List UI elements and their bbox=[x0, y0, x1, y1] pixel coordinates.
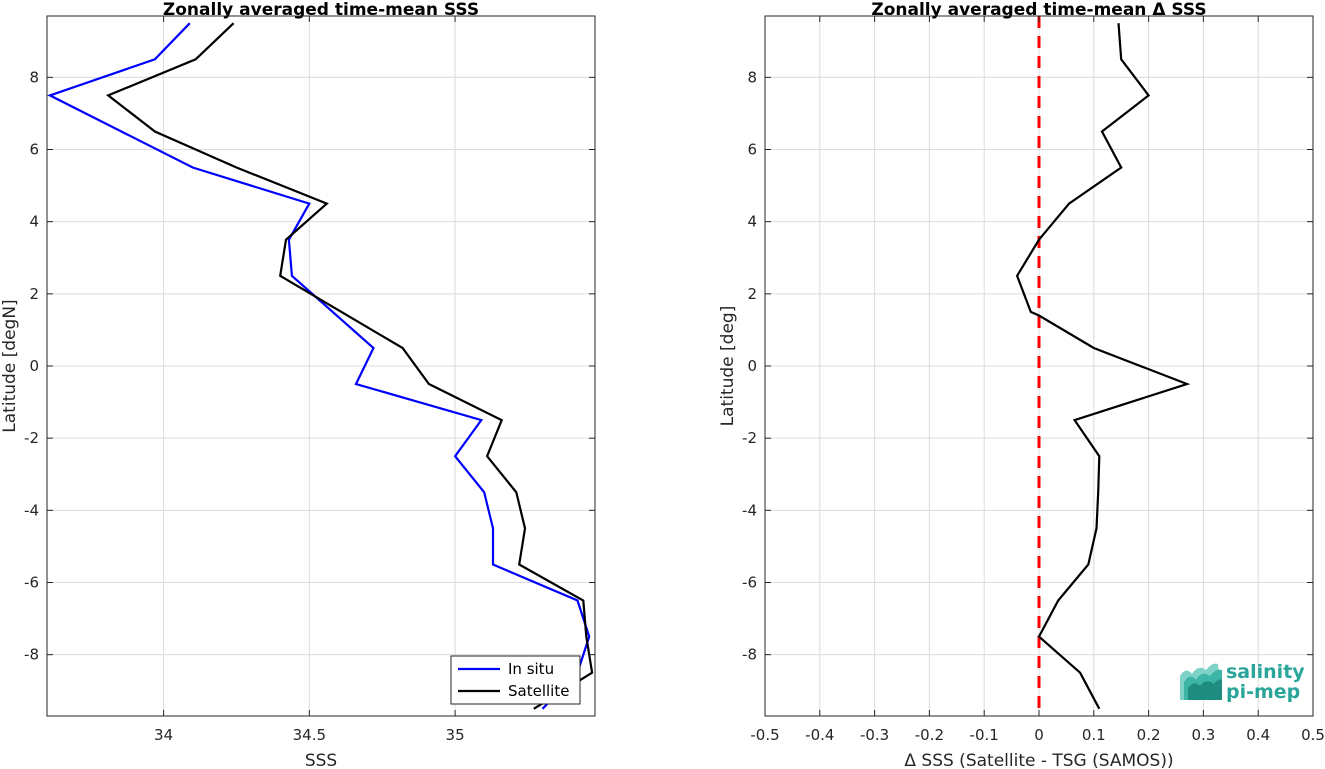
chart-delta-sss-xtick-label-10: 0.5 bbox=[1301, 726, 1325, 744]
chart-delta-sss-xtick-label-1: -0.4 bbox=[805, 726, 834, 744]
chart-delta-sss-ytick-label-3: -2 bbox=[742, 429, 757, 447]
chart-sss-series bbox=[47, 22, 594, 710]
chart-delta-sss-xtick-label-8: 0.3 bbox=[1191, 726, 1215, 744]
chart-sss-ticks: 34 34.5 35 -8 -6 -4 -2 0 2 4 6 8 bbox=[24, 16, 595, 744]
chart-delta-sss-ytick-label-0: -8 bbox=[742, 646, 757, 664]
chart-delta-sss-ytick-label-1: -6 bbox=[742, 573, 757, 591]
chart-delta-sss-series-line-0 bbox=[1015, 23, 1191, 710]
legend-label-0: In situ bbox=[508, 660, 554, 678]
legend-box bbox=[450, 655, 581, 705]
salinity-pi-mep-logo: salinity pi-mep bbox=[1180, 661, 1305, 703]
chart-sss-xtick-label-1: 34.5 bbox=[293, 726, 326, 744]
chart-sss-ytick-label-6: 4 bbox=[29, 213, 39, 231]
wave-logo-icon bbox=[1180, 663, 1222, 700]
chart-sss-title: Zonally averaged time-mean SSS bbox=[163, 0, 479, 20]
chart-sss: Zonally averaged time-mean SSS 34 34.5 35 -… bbox=[0, 0, 596, 769]
chart-delta-sss-ticks: -0.5 -0.4 -0.3 -0.2 -0.1 0 0.1 0.2 0.3 0.4 0.5 -8 -6… bbox=[742, 16, 1325, 744]
chart-sss-ytick-label-5: 2 bbox=[29, 285, 39, 303]
chart-delta-sss-xtick-label-0: -0.5 bbox=[750, 726, 779, 744]
logo-line2: pi-mep bbox=[1226, 681, 1300, 703]
logo-line1: salinity bbox=[1226, 661, 1305, 683]
chart-sss-xtick-label-2: 35 bbox=[446, 726, 465, 744]
chart-delta-sss-xtick-label-3: -0.2 bbox=[915, 726, 944, 744]
chart-delta-sss-xtick-label-7: 0.2 bbox=[1137, 726, 1161, 744]
chart-delta-sss-ytick-label-8: 8 bbox=[747, 68, 757, 86]
chart-sss-xtick-label-0: 34 bbox=[154, 726, 173, 744]
chart-sss-ytick-label-2: -4 bbox=[24, 501, 39, 519]
chart-sss-grid bbox=[47, 16, 595, 716]
chart-delta-sss-xlabel: Δ SSS (Satellite - TSG (SAMOS)) bbox=[904, 751, 1173, 769]
chart-delta-sss: Zonally averaged time-mean Δ SSS -0.5 -0.… bbox=[718, 0, 1325, 769]
chart-sss-xlabel: SSS bbox=[305, 751, 337, 769]
chart-delta-sss-ytick-label-4: 0 bbox=[747, 357, 757, 375]
chart-delta-sss-ytick-label-2: -4 bbox=[742, 501, 757, 519]
legend-label-1: Satellite bbox=[508, 682, 569, 700]
chart-sss-ytick-label-0: -8 bbox=[24, 646, 39, 664]
chart-delta-sss-xtick-label-4: -0.1 bbox=[970, 726, 999, 744]
chart-sss-ytick-label-1: -6 bbox=[24, 573, 39, 591]
chart-sss-ylabel: Latitude [degN] bbox=[0, 299, 20, 432]
chart-sss-series-line-0 bbox=[47, 22, 591, 710]
chart-delta-sss-xtick-label-6: 0.1 bbox=[1082, 726, 1106, 744]
chart-delta-sss-series bbox=[1015, 23, 1191, 710]
chart-sss-ytick-label-4: 0 bbox=[29, 357, 39, 375]
chart-delta-sss-title: Zonally averaged time-mean Δ SSS bbox=[871, 0, 1206, 20]
chart-delta-sss-ylabel: Latitude [deg] bbox=[718, 306, 738, 427]
chart-sss-legend: In situ Satellite bbox=[450, 655, 581, 705]
chart-sss-ytick-label-3: -2 bbox=[24, 429, 39, 447]
chart-delta-sss-ytick-label-5: 2 bbox=[747, 285, 757, 303]
chart-sss-ytick-label-8: 8 bbox=[29, 68, 39, 86]
chart-delta-sss-xtick-label-5: 0 bbox=[1034, 726, 1044, 744]
chart-delta-sss-ytick-label-7: 6 bbox=[747, 141, 757, 159]
chart-sss-ytick-label-7: 6 bbox=[29, 141, 39, 159]
chart-delta-sss-ytick-label-6: 4 bbox=[747, 213, 757, 231]
chart-delta-sss-xtick-label-2: -0.3 bbox=[860, 726, 889, 744]
chart-delta-sss-xtick-label-9: 0.4 bbox=[1246, 726, 1270, 744]
chart-sss-series-line-1 bbox=[106, 22, 594, 710]
